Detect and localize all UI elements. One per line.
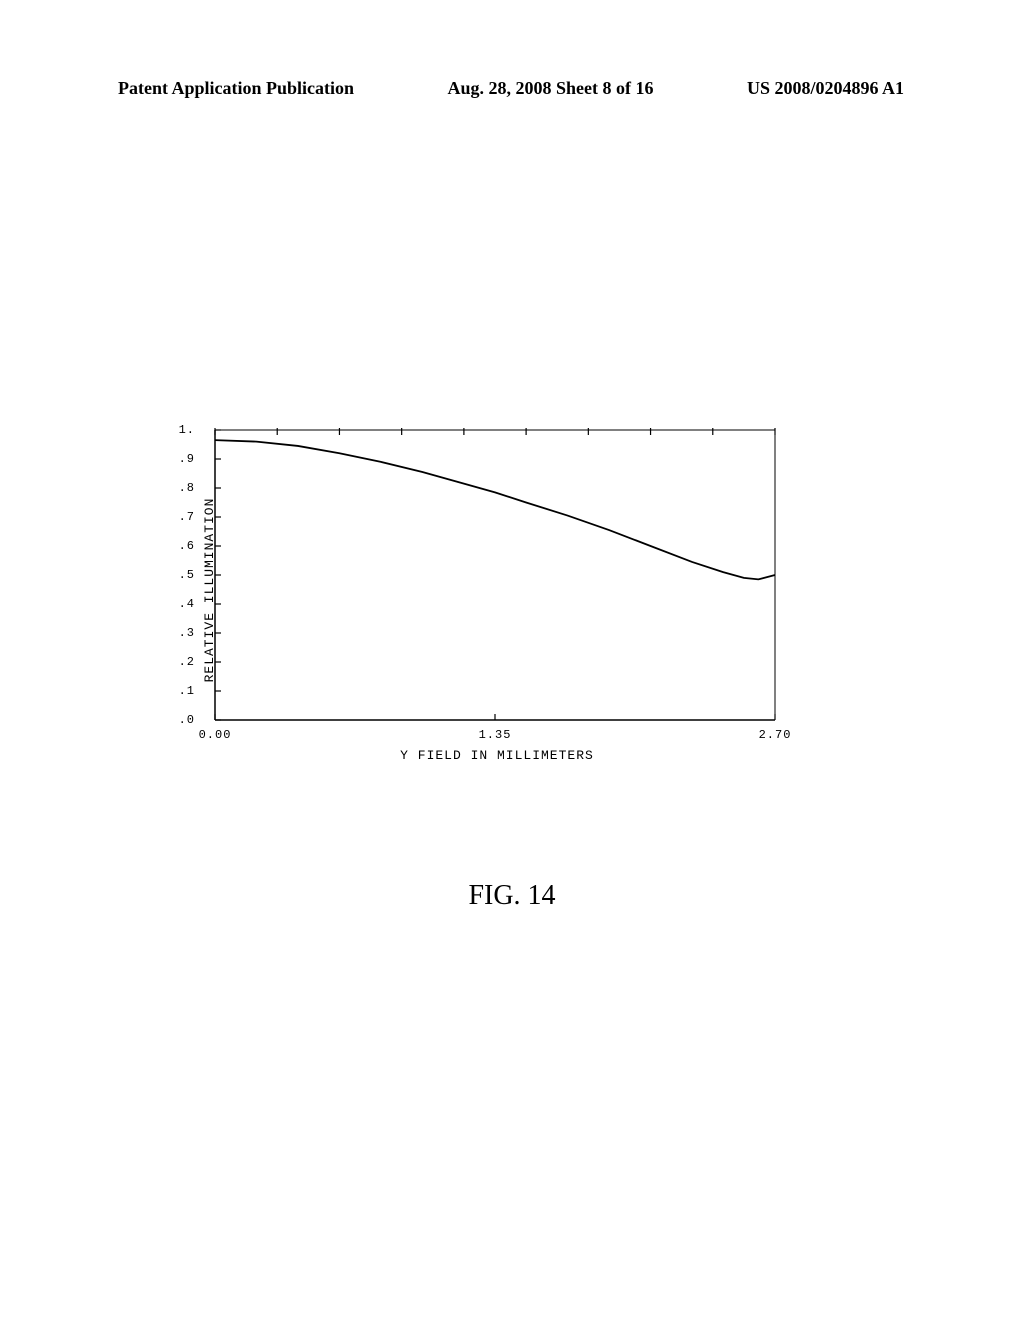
y-tick-label: .5 <box>155 568 195 582</box>
page-header: Patent Application Publication Aug. 28, … <box>0 78 1024 99</box>
x-axis-label: Y FIELD IN MILLIMETERS <box>400 748 594 763</box>
x-tick-label: 0.00 <box>199 728 232 742</box>
y-tick-label: 1. <box>155 423 195 437</box>
chart-svg <box>205 420 785 730</box>
chart-wrapper: RELATIVE ILLUMINATION 1..9.8.7.6.5.4.3.2… <box>145 420 785 760</box>
header-left-text: Patent Application Publication <box>118 78 354 99</box>
header-center-text: Aug. 28, 2008 Sheet 8 of 16 <box>448 78 654 99</box>
y-tick-label: .0 <box>155 713 195 727</box>
y-tick-label: .1 <box>155 684 195 698</box>
y-tick-label: .7 <box>155 510 195 524</box>
y-tick-label: .6 <box>155 539 195 553</box>
x-tick-label: 1.35 <box>479 728 512 742</box>
y-tick-label: .8 <box>155 481 195 495</box>
figure-caption: FIG. 14 <box>468 880 555 912</box>
y-tick-label: .2 <box>155 655 195 669</box>
x-tick-label: 2.70 <box>759 728 792 742</box>
y-tick-label: .3 <box>155 626 195 640</box>
y-tick-label: .4 <box>155 597 195 611</box>
y-tick-label: .9 <box>155 452 195 466</box>
header-right-text: US 2008/0204896 A1 <box>747 78 904 99</box>
illumination-chart: RELATIVE ILLUMINATION 1..9.8.7.6.5.4.3.2… <box>145 420 785 760</box>
